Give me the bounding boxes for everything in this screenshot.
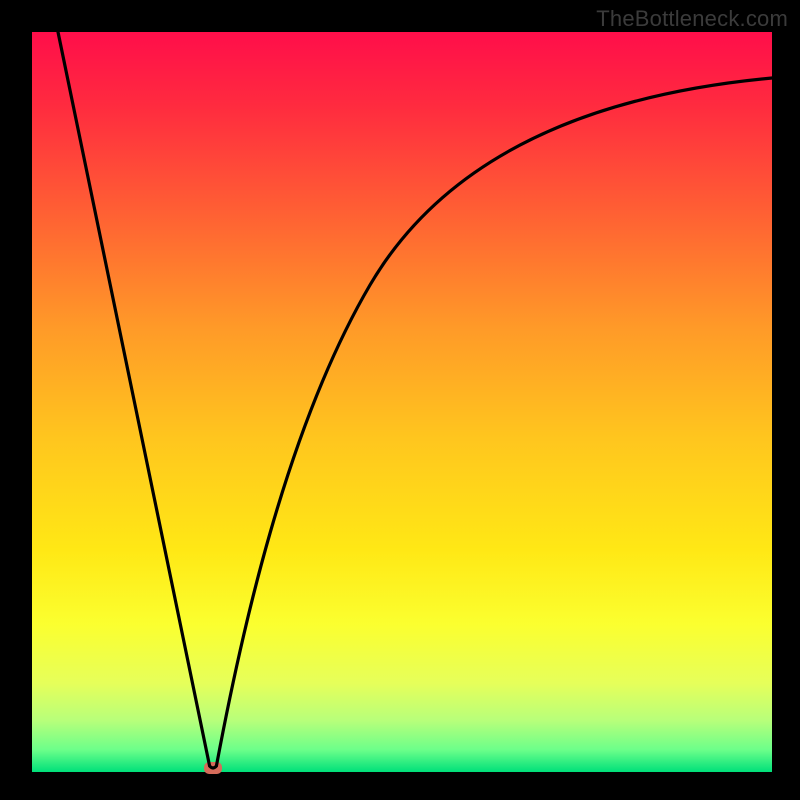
watermark-text: TheBottleneck.com: [596, 6, 788, 32]
chart-frame: { "watermark": { "text": "TheBottleneck.…: [0, 0, 800, 800]
bottleneck-chart: [0, 0, 800, 800]
plot-area: [32, 32, 772, 772]
